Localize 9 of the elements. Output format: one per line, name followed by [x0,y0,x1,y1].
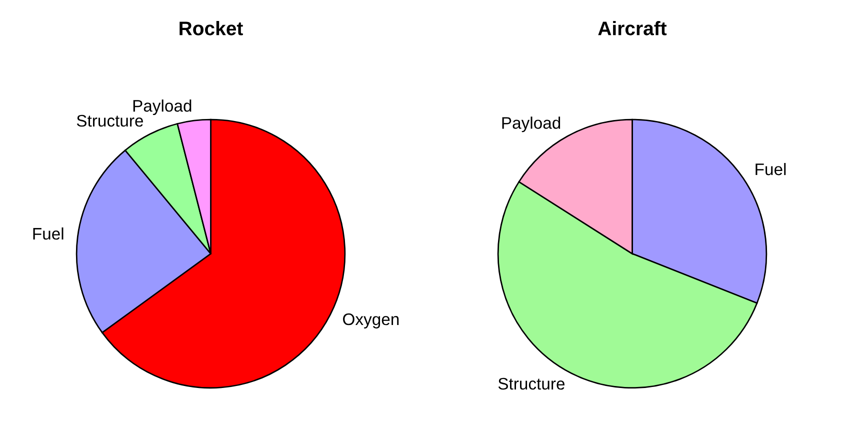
chart-title: Aircraft [598,21,667,36]
slice-label: Oxygen [343,313,399,328]
slice-label: Structure [76,114,144,127]
slice-label: Payload [133,100,192,116]
slice-label: Payload [502,116,560,132]
slice-label: Fuel [33,227,64,240]
slice-label: Fuel [756,162,786,176]
chart-title: Rocket [180,21,243,36]
slice-label: Structure [498,378,565,390]
